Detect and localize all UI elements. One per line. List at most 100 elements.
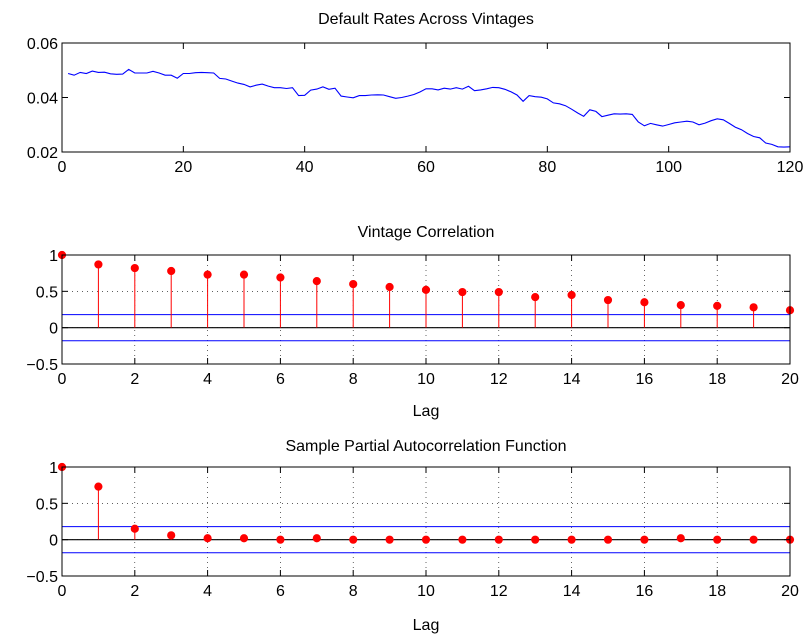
stem-marker <box>494 535 503 544</box>
x-tick-label: 14 <box>563 583 581 600</box>
stem-marker <box>239 534 249 543</box>
y-tick-label: 0.02 <box>27 145 58 162</box>
panel-vintage-correlation: Vintage Correlation 0 2 4 6 8 10 12 14 16 18 20 −0… <box>26 224 799 420</box>
y-tick-label: −0.5 <box>26 357 58 374</box>
x-tick-label: 8 <box>349 371 358 388</box>
stem-marker <box>676 534 685 543</box>
stem-marker <box>421 535 431 544</box>
x-tick-label: 40 <box>296 159 314 176</box>
series-marks <box>67 68 791 148</box>
x-axis: 0 2 4 6 8 10 12 14 16 18 20 <box>58 255 799 388</box>
plot-area <box>61 466 791 577</box>
stem-marker <box>312 534 321 543</box>
y-tick-label: 0.5 <box>36 496 58 513</box>
stem-marker <box>167 266 176 276</box>
stem-marker <box>203 534 212 543</box>
x-tick-label: 4 <box>203 371 212 388</box>
stem-marker <box>276 535 285 544</box>
x-tick-label: 80 <box>538 159 556 176</box>
stem-marker <box>494 287 503 297</box>
x-tick-label: 12 <box>490 371 508 388</box>
x-tick-label: 0 <box>58 159 67 176</box>
x-tick-label: 16 <box>636 371 654 388</box>
x-tick-label: 100 <box>655 159 682 176</box>
stem-marker <box>713 301 722 310</box>
stem-marker <box>749 303 758 312</box>
y-tick-label: 1 <box>49 460 58 477</box>
y-axis: −0.5 0 0.5 1 <box>26 248 790 374</box>
x-tick-label: 14 <box>563 371 581 388</box>
stem-marker <box>640 535 649 544</box>
y-tick-label: 1 <box>49 248 58 265</box>
grid-lines <box>62 255 790 364</box>
y-axis: 0.02 0.04 0.06 <box>27 36 790 162</box>
x-tick-label: 120 <box>777 159 804 176</box>
series-marks <box>57 250 795 329</box>
x-axis-label: Lag <box>413 403 440 420</box>
x-tick-label: 10 <box>417 583 435 600</box>
x-tick-label: 8 <box>349 583 358 600</box>
x-tick-label: 60 <box>417 159 435 176</box>
chart-title: Sample Partial Autocorrelation Function <box>285 438 566 455</box>
stem-marker <box>567 535 576 544</box>
stem-marker <box>94 482 103 491</box>
stem-marker <box>349 279 358 289</box>
stem-marker <box>167 531 176 540</box>
x-tick-label: 2 <box>130 371 139 388</box>
series-line <box>67 68 791 148</box>
stem-marker <box>130 524 139 533</box>
stem-marker <box>640 298 649 307</box>
x-tick-label: 6 <box>276 583 285 600</box>
series-marks <box>57 462 795 544</box>
y-tick-label: 0.04 <box>27 91 58 108</box>
stem-marker <box>421 285 431 294</box>
panel-default-rates: Default Rates Across Vintages 0 20 40 60 80 1… <box>27 11 804 176</box>
grid-lines <box>62 467 790 576</box>
bound-lines <box>62 526 790 554</box>
panel-partial-autocorrelation: Sample Partial Autocorrelation Function … <box>26 438 799 634</box>
plot-area <box>61 42 791 153</box>
stem-marker <box>713 535 722 544</box>
stem-marker <box>531 535 540 544</box>
stem-marker <box>603 295 613 305</box>
stem-marker <box>458 287 467 297</box>
x-axis: 0 2 4 6 8 10 12 14 16 18 20 <box>58 467 799 600</box>
stem-marker <box>203 270 212 279</box>
x-tick-label: 12 <box>490 583 508 600</box>
x-tick-label: 20 <box>781 583 799 600</box>
stem-marker <box>531 293 540 302</box>
x-tick-label: 18 <box>708 583 726 600</box>
y-tick-label: 0.06 <box>27 36 58 53</box>
x-tick-label: 20 <box>174 159 192 176</box>
x-tick-label: 4 <box>203 583 212 600</box>
x-axis: 0 20 40 60 80 100 120 <box>58 43 804 176</box>
x-tick-label: 18 <box>708 371 726 388</box>
y-tick-label: −0.5 <box>26 569 58 586</box>
chart-title: Default Rates Across Vintages <box>318 11 534 28</box>
x-tick-label: 2 <box>130 583 139 600</box>
stem-marker <box>749 535 758 544</box>
x-tick-label: 16 <box>636 583 654 600</box>
chart-title: Vintage Correlation <box>358 224 495 241</box>
stem-marker <box>130 263 139 273</box>
stem-marker <box>94 260 103 269</box>
stem-marker <box>676 301 685 310</box>
y-tick-label: 0.5 <box>36 284 58 301</box>
y-tick-label: 0 <box>49 533 58 550</box>
stem-marker <box>385 535 394 544</box>
stem-marker <box>603 535 613 544</box>
stem-marker <box>385 282 394 292</box>
x-tick-label: 0 <box>58 371 67 388</box>
stem-marker <box>276 273 285 282</box>
stem-marker <box>349 535 358 544</box>
stem-marker <box>312 277 321 286</box>
x-axis-label: Lag <box>413 617 440 634</box>
x-tick-label: 20 <box>781 371 799 388</box>
x-tick-label: 0 <box>58 583 67 600</box>
y-tick-label: 0 <box>49 321 58 338</box>
stem-marker <box>458 535 467 544</box>
y-axis: −0.5 0 0.5 1 <box>26 460 790 586</box>
x-tick-label: 6 <box>276 371 285 388</box>
stem-marker <box>567 290 576 300</box>
